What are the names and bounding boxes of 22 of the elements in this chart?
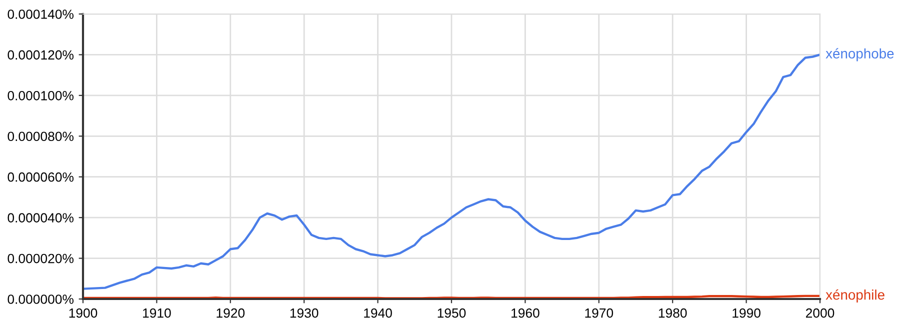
y-tick-label: 0.000000% [8, 294, 74, 304]
x-tick-label: 1970 [585, 308, 614, 318]
y-tick-label: 0.000040% [8, 213, 74, 222]
x-tick-label: 1940 [364, 308, 392, 318]
line-series [83, 54, 820, 290]
series-label: xénophobe [826, 48, 894, 62]
x-tick-label: 1930 [290, 308, 318, 318]
series-label: xénophile [826, 289, 884, 302]
x-tick-label: 1910 [143, 308, 171, 318]
y-tick-label: 0.000020% [8, 254, 74, 264]
x-tick-label: 1960 [512, 308, 540, 318]
x-tick-label: 1950 [438, 308, 466, 318]
y-tick-label: 0.000140% [8, 10, 74, 19]
y-tick-label: 0.000120% [8, 50, 74, 60]
y-tick-label: 0.000060% [8, 172, 74, 182]
x-tick-label: 1990 [732, 308, 760, 318]
y-tick-label: 0.000080% [8, 132, 74, 142]
x-tick-label: 1980 [658, 308, 687, 318]
x-tick-label: 1920 [216, 308, 245, 318]
x-tick-label: 2000 [806, 308, 834, 318]
y-tick-label: 0.000100% [8, 90, 74, 100]
x-tick-label: 1900 [69, 308, 98, 318]
